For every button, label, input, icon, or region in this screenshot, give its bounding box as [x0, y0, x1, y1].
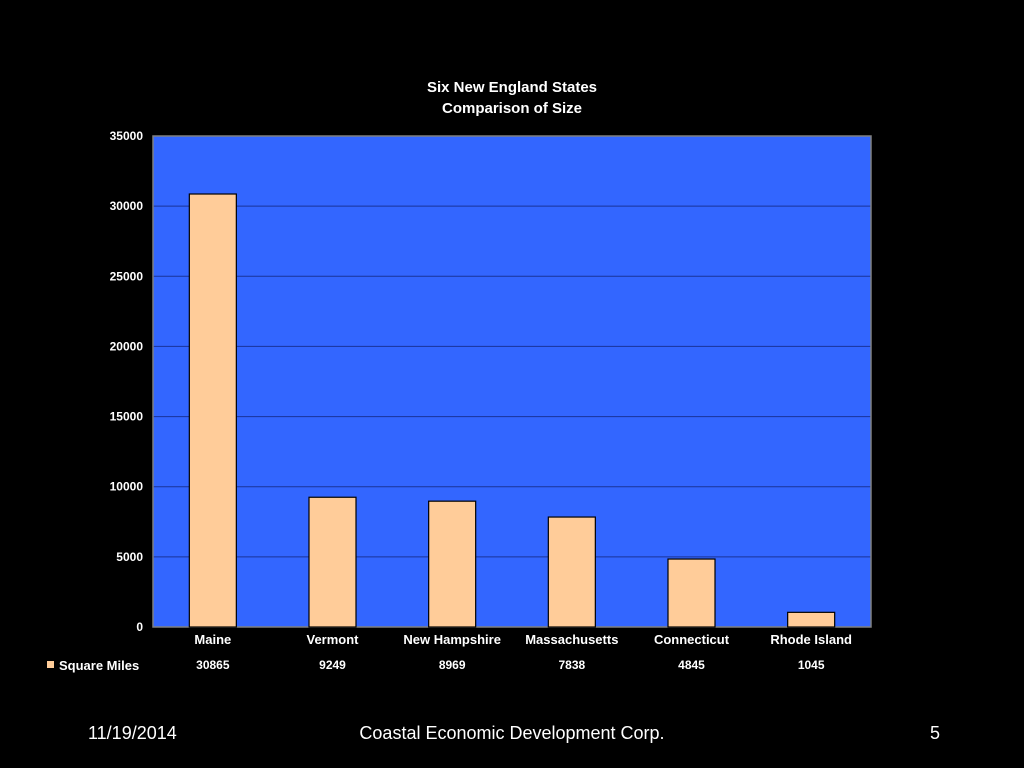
x-category-label: Vermont [306, 632, 359, 647]
footer-organization: Coastal Economic Development Corp. [359, 723, 665, 743]
y-tick-label: 10000 [110, 480, 144, 494]
x-category-label: New Hampshire [403, 632, 501, 647]
x-category-label: Maine [194, 632, 231, 647]
legend-swatch [47, 661, 54, 668]
data-table-value: 8969 [439, 658, 466, 672]
data-table-value: 9249 [319, 658, 346, 672]
chart-title-line: Six New England States [426, 79, 598, 96]
bar-connecticut [667, 558, 716, 628]
y-tick-label: 25000 [110, 269, 144, 283]
legend-label: Square Miles [59, 658, 139, 673]
bar-massachusetts [547, 516, 596, 628]
y-tick-label: 30000 [110, 199, 144, 213]
bar-vermont [308, 496, 357, 628]
x-category-label: Massachusetts [525, 632, 618, 647]
plot-area [153, 136, 871, 627]
y-tick-label: 0 [136, 620, 143, 634]
data-table-value: 4845 [678, 658, 705, 672]
footer-page-number: 5 [929, 723, 940, 743]
data-table-value: 7838 [558, 658, 585, 672]
data-table-value: 1045 [798, 658, 825, 672]
bar-rhode-island [787, 611, 836, 628]
y-tick-label: 5000 [116, 550, 143, 564]
plot-border [152, 135, 872, 628]
y-tick-label: 20000 [110, 339, 144, 353]
x-category-label: Connecticut [654, 632, 730, 647]
chart-subtitle-line: Comparison of Size [441, 100, 583, 117]
footer-date: 11/19/2014 [88, 723, 177, 743]
y-tick-label: 15000 [110, 410, 144, 424]
bar-maine [188, 193, 237, 628]
x-category-label: Rhode Island [770, 632, 852, 647]
bar-chart: 0 5000 10000 15000 20000 25000 30000 35000 Maine… [47, 129, 872, 673]
data-table-value: 30865 [196, 658, 230, 672]
bar-new-hampshire [428, 500, 477, 628]
chart-title: Six New England States Comparison of Siz… [312, 77, 712, 119]
y-tick-label: 35000 [110, 129, 144, 143]
